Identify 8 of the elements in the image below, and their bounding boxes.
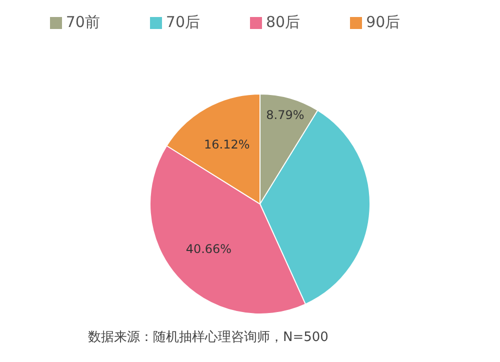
- legend-label: 70前: [66, 13, 100, 31]
- legend-label: 80后: [266, 13, 300, 31]
- data-label: 40.66%: [186, 242, 232, 256]
- data-label: 16.12%: [204, 137, 250, 152]
- data-label: 8.79%: [266, 108, 304, 122]
- legend-label: 70后: [166, 13, 200, 31]
- source-note: 数据来源：随机抽样心理咨询师，N=500: [88, 329, 328, 346]
- legend-label: 90后: [366, 13, 400, 31]
